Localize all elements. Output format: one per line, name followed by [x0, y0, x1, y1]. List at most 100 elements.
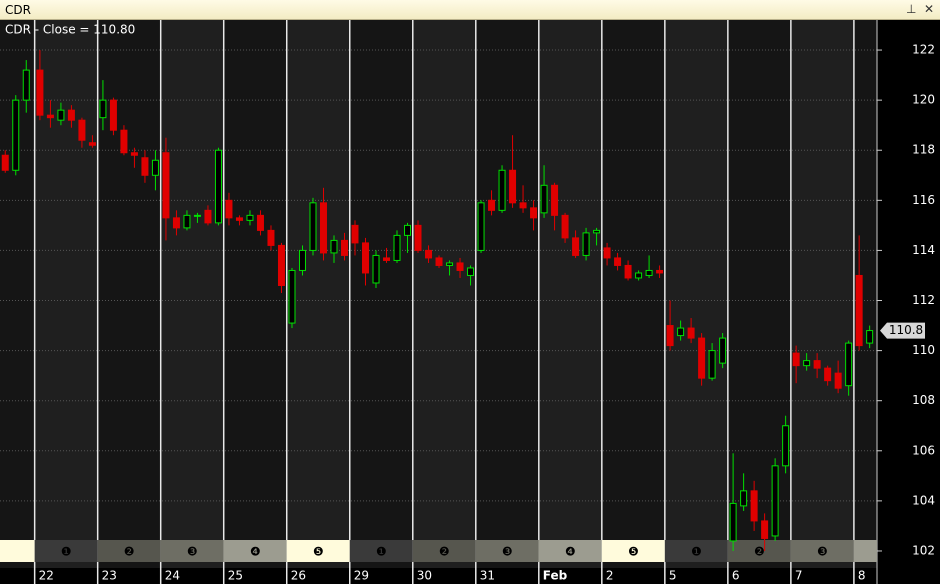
candle-body — [498, 169, 506, 211]
x-tick-label: 29 — [354, 569, 369, 583]
x-tick-label: 2 — [606, 569, 614, 583]
window-title-bar: CDR ⊥ ✕ — [0, 0, 940, 20]
candle-body — [645, 269, 653, 276]
candle-body — [319, 202, 327, 254]
candle-body — [761, 520, 769, 539]
candle-body — [46, 114, 54, 119]
session-marker: ❶ — [376, 545, 387, 559]
day-band — [664, 20, 728, 568]
close-button[interactable]: ✕ — [924, 2, 935, 16]
session-cell — [664, 540, 728, 562]
session-marker: ❺ — [313, 545, 324, 559]
session-cell — [475, 540, 539, 562]
session-marker: ❸ — [817, 545, 828, 559]
candle-body — [624, 264, 632, 279]
candle-body — [540, 184, 548, 214]
session-marker: ❺ — [628, 545, 639, 559]
session-marker: ❹ — [565, 545, 576, 559]
last-value-label: 110.8 — [889, 323, 923, 337]
session-marker: ❷ — [124, 545, 135, 559]
candle-body — [708, 350, 716, 379]
candle-body — [372, 254, 380, 284]
chart-header: CDR - Close = 110.80 — [5, 23, 135, 37]
chart: 102 104 106 108 110 112 114 116 118 120 122 22 23 24 2… — [0, 20, 940, 584]
x-tick-label: 25 — [228, 569, 243, 583]
candle-body — [383, 257, 391, 261]
x-tick-label: 7 — [795, 569, 803, 583]
candle-body — [509, 169, 517, 204]
session-marker: ❷ — [439, 545, 450, 559]
x-tick-label: Feb — [543, 569, 568, 583]
y-tick-label: 108 — [912, 393, 935, 407]
candle-body — [740, 490, 748, 507]
day-band — [412, 20, 476, 568]
y-tick-label: 104 — [912, 493, 935, 507]
x-tick-label: 26 — [291, 569, 306, 583]
session-cell — [0, 540, 35, 562]
candle-body — [551, 184, 559, 216]
candle-body — [246, 214, 254, 221]
candle-body — [572, 237, 580, 256]
candle-body — [729, 502, 737, 542]
day-band — [853, 20, 877, 568]
candle-body — [151, 159, 159, 176]
candle-body — [1, 154, 9, 171]
session-cell — [412, 540, 476, 562]
candle-body — [267, 229, 275, 246]
candle-body — [298, 249, 306, 271]
session-cell — [160, 540, 224, 562]
candle-body — [845, 342, 853, 387]
day-band — [223, 20, 287, 568]
candle-body — [603, 247, 611, 259]
candle-body — [635, 272, 643, 279]
x-tick-label: 24 — [165, 569, 180, 583]
session-cell — [727, 540, 791, 562]
session-marker: ❶ — [691, 545, 702, 559]
candle-body — [340, 239, 348, 256]
y-tick-label: 114 — [912, 243, 935, 257]
y-tick-label: 118 — [912, 143, 935, 157]
session-marker: ❶ — [61, 545, 72, 559]
candle-body — [362, 242, 370, 274]
candle-body — [687, 327, 695, 339]
candle-body — [57, 109, 65, 121]
session-marker: ❹ — [250, 545, 261, 559]
pin-button[interactable]: ⊥ — [906, 2, 917, 16]
candle-body — [824, 367, 832, 382]
candle-body — [277, 244, 285, 286]
day-band — [790, 20, 854, 568]
candle-body — [719, 337, 727, 364]
day-band — [160, 20, 224, 568]
day-band — [97, 20, 161, 568]
x-tick-label: 23 — [102, 569, 117, 583]
candle-body — [309, 202, 317, 251]
candle-body — [235, 217, 243, 221]
candle-body — [467, 267, 475, 276]
candle-body — [593, 229, 601, 234]
candle-body — [78, 119, 86, 141]
session-marker: ❸ — [502, 545, 513, 559]
candle-body — [834, 372, 842, 389]
x-tick-label: 5 — [669, 569, 677, 583]
candle-body — [698, 337, 706, 379]
y-tick-label: 110 — [912, 343, 935, 357]
x-tick-label: 6 — [732, 569, 740, 583]
candle-body — [141, 157, 149, 176]
candle-body — [656, 269, 664, 274]
x-tick-label: 22 — [39, 569, 54, 583]
candle-body — [130, 152, 138, 156]
day-band — [475, 20, 539, 568]
candle-body — [172, 217, 180, 229]
candle-body — [330, 239, 338, 254]
day-band — [601, 20, 665, 568]
day-band — [34, 20, 98, 568]
candle-body — [477, 202, 485, 251]
day-band — [727, 20, 791, 568]
candle-body — [256, 214, 264, 231]
candle-body — [488, 199, 496, 211]
candle-body — [193, 214, 201, 217]
candle-body — [771, 465, 779, 537]
session-cell — [601, 540, 665, 562]
candle-body — [99, 99, 107, 119]
